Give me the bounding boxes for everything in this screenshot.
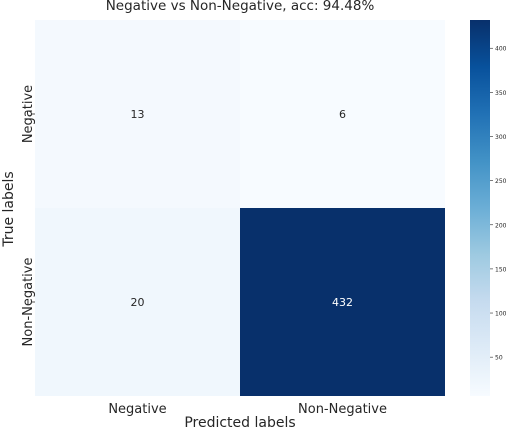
colorbar-tick-label: 200 (495, 222, 506, 229)
cell-value-label: 20 (131, 296, 145, 309)
heatmap-cells (35, 20, 445, 396)
chart-title: Negative vs Non-Negative, acc: 94.48% (106, 0, 375, 14)
x-tick-label: Negative (108, 402, 166, 417)
colorbar-tick-label: 50 (495, 355, 503, 362)
heatmap-cell (240, 20, 445, 208)
x-axis-label: Predicted labels (184, 415, 295, 428)
cell-value-label: 6 (339, 108, 346, 121)
x-tick-labels: Negative Non-Negative (108, 402, 387, 417)
y-tick-label: Non-Negative (21, 258, 36, 347)
colorbar-tick-label: 100 (495, 311, 506, 318)
cell-value-label: 13 (131, 108, 145, 121)
y-axis-label: True labels (1, 171, 17, 247)
colorbar-tick-label: 250 (495, 178, 506, 185)
heatmap-cell (35, 20, 240, 208)
colorbar-tick-label: 300 (495, 134, 506, 141)
colorbar-tick-label: 350 (495, 90, 506, 97)
heatmap-cell (240, 208, 445, 396)
x-tick-label: Non-Negative (298, 402, 387, 417)
heatmap-cell-labels: 13 6 20 432 (131, 108, 354, 309)
colorbar-tick-label: 150 (495, 266, 506, 273)
colorbar-tick-label: 400 (495, 46, 506, 53)
colorbar-ticks: 50 100 150 200 250 300 350 400 (490, 46, 506, 362)
heatmap-cell (35, 208, 240, 396)
colorbar (470, 20, 490, 396)
y-tick-labels: Negative Non-Negative (21, 85, 36, 347)
cell-value-label: 432 (332, 296, 353, 309)
y-tick-label: Negative (21, 85, 36, 143)
